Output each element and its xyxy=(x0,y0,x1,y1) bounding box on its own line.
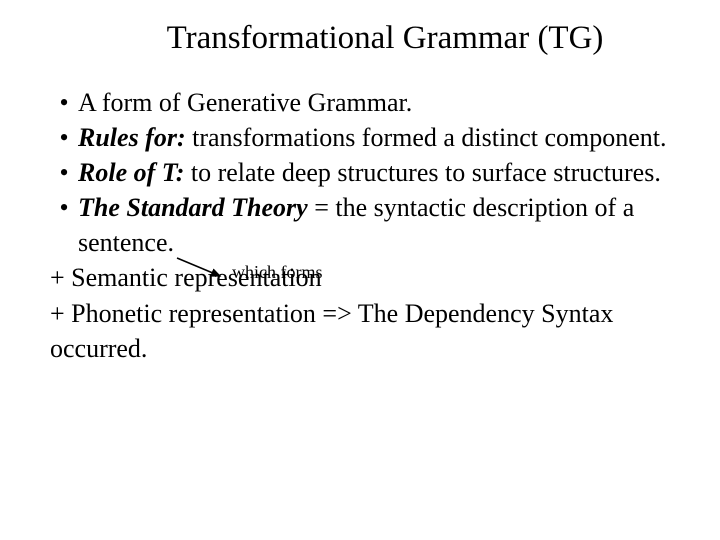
bullet-text: The Standard Theory = the syntactic desc… xyxy=(78,190,680,260)
bullet-lead: The Standard Theory xyxy=(78,193,308,222)
bullet-mark: • xyxy=(50,190,78,225)
bullet-mark: • xyxy=(50,85,78,120)
slide-content: • A form of Generative Grammar. • Rules … xyxy=(50,85,680,366)
annotation-text: which forms xyxy=(232,262,322,283)
bullet-item: • A form of Generative Grammar. xyxy=(50,85,680,120)
bullet-text: A form of Generative Grammar. xyxy=(78,85,680,120)
bullet-rest: transformations formed a distinct compon… xyxy=(186,123,667,152)
bullet-lead: Role of T: xyxy=(78,158,184,187)
bullet-text: Rules for: transformations formed a dist… xyxy=(78,120,680,155)
bullet-mark: • xyxy=(50,155,78,190)
bullet-item: • Role of T: to relate deep structures t… xyxy=(50,155,680,190)
bullet-lead: Rules for: xyxy=(78,123,186,152)
bullet-mark: • xyxy=(50,120,78,155)
bullet-rest: to relate deep structures to surface str… xyxy=(184,158,660,187)
slide-title: Transformational Grammar (TG) xyxy=(50,20,680,57)
plus-line: + Semantic representation xyxy=(50,260,680,295)
bullet-item: • Rules for: transformations formed a di… xyxy=(50,120,680,155)
bullet-text: Role of T: to relate deep structures to … xyxy=(78,155,680,190)
slide-container: Transformational Grammar (TG) • A form o… xyxy=(0,0,720,540)
plus-line: + Phonetic representation => The Depende… xyxy=(50,296,680,366)
bullet-item: • The Standard Theory = the syntactic de… xyxy=(50,190,680,260)
